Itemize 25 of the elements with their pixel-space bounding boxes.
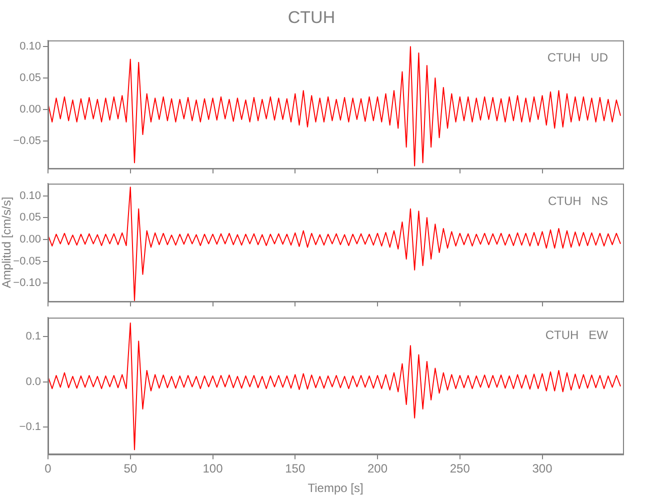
y-tick-label: 0.10: [20, 190, 41, 202]
y-tick-label: 0.0: [26, 376, 41, 388]
y-tick-label: −0.05: [13, 134, 41, 147]
y-tick-label: −0.05: [13, 255, 41, 268]
annotation: CTUH NS: [548, 194, 608, 208]
y-tick-label: −0.1: [19, 421, 41, 434]
x-tick-label: 150: [285, 462, 306, 476]
y-tick-label: 0.10: [20, 40, 41, 53]
x-tick-label: 0: [44, 462, 52, 476]
y-tick-label: 0.05: [20, 72, 41, 84]
x-axis-title: Tiempo [s]: [308, 481, 364, 496]
y-tick-label: −0.10: [13, 277, 41, 290]
y-tick-label: 0.00: [20, 233, 41, 246]
x-tick-label: 100: [202, 462, 224, 476]
annotation: CTUH UD: [547, 50, 608, 65]
annotation: CTUH EW: [545, 328, 609, 342]
chart-title: CTUH: [288, 8, 336, 27]
y-axis-title: Amplitud [cm/s/s]: [0, 196, 14, 288]
x-tick-label: 250: [450, 462, 470, 476]
x-tick-label: 50: [124, 462, 138, 476]
y-tick-label: 0.00: [20, 103, 41, 116]
x-tick-label: 200: [367, 462, 388, 476]
x-tick-label: 300: [532, 462, 553, 476]
y-tick-label: 0.1: [26, 330, 41, 343]
y-tick-label: 0.05: [20, 212, 41, 224]
